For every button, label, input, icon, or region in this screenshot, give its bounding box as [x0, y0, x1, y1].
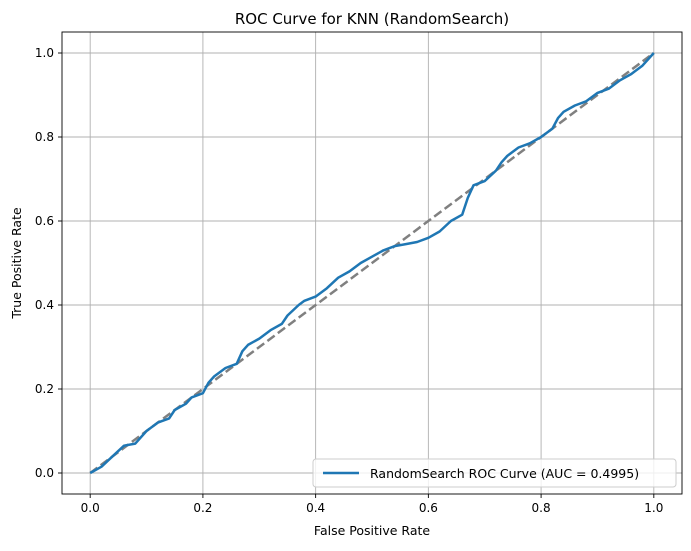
y-tick-label: 1.0 — [35, 46, 54, 60]
x-tick-label: 0.8 — [532, 501, 551, 515]
y-tick-label: 0.2 — [35, 382, 54, 396]
y-tick-label: 0.8 — [35, 130, 54, 144]
x-tick-label: 0.4 — [306, 501, 325, 515]
x-tick-label: 1.0 — [644, 501, 663, 515]
chart-title: ROC Curve for KNN (RandomSearch) — [235, 10, 509, 28]
y-tick-label: 0.6 — [35, 214, 54, 228]
grid — [62, 32, 682, 494]
legend-box — [312, 458, 677, 488]
y-tick-label: 0.0 — [35, 466, 54, 480]
x-tick-label: 0.2 — [193, 501, 212, 515]
x-axis-label: False Positive Rate — [314, 523, 430, 538]
x-tick-label: 0.0 — [81, 501, 100, 515]
plot-frame — [61, 31, 683, 495]
y-axis-label: True Positive Rate — [9, 207, 24, 320]
legend: RandomSearch ROC Curve (AUC = 0.4995) — [312, 458, 677, 488]
random-baseline-line — [89, 51, 655, 475]
y-tick-label: 0.4 — [35, 298, 54, 312]
y-axis: 0.0 0.2 0.4 0.6 0.8 1.0 — [35, 46, 62, 480]
series-layer — [89, 51, 655, 475]
roc-curve-line — [89, 52, 655, 475]
legend-label: RandomSearch ROC Curve (AUC = 0.4995) — [370, 466, 639, 481]
x-axis: 0.0 0.2 0.4 0.6 0.8 1.0 — [81, 494, 663, 515]
x-tick-label: 0.6 — [419, 501, 438, 515]
